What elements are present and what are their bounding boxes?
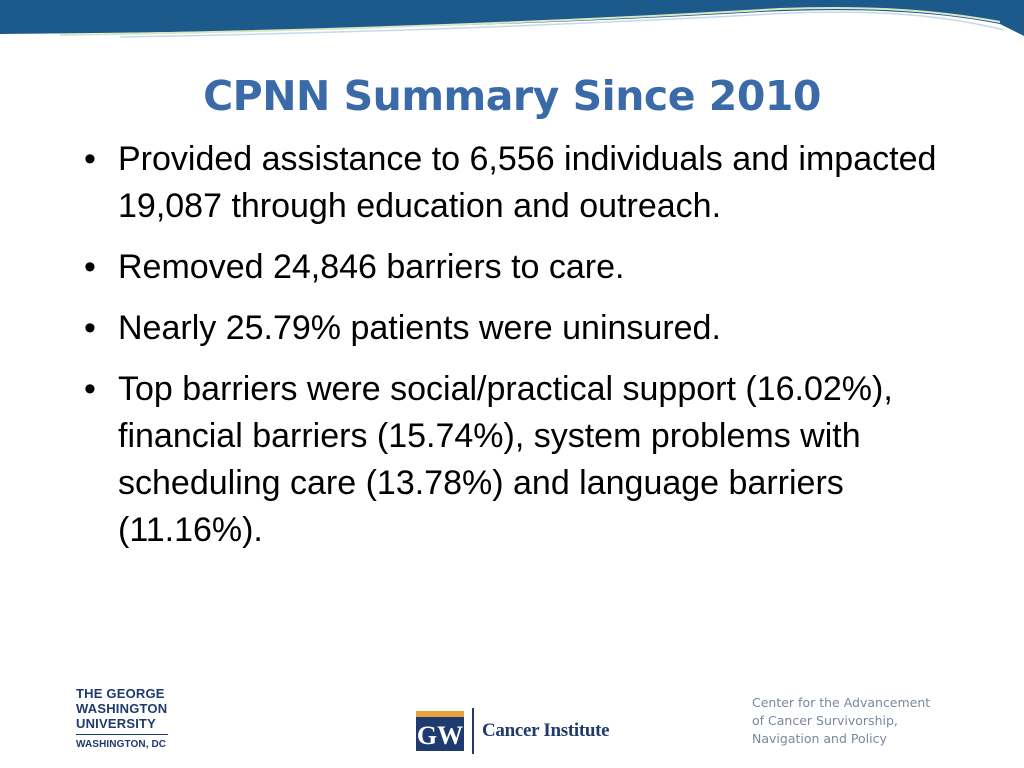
bullet-text: Removed 24,846 barriers to care. bbox=[118, 248, 625, 286]
gwu-logo-rule bbox=[76, 734, 168, 735]
center-name-line: of Cancer Survivorship, bbox=[752, 713, 898, 728]
gw-monogram-text: GW bbox=[417, 721, 463, 750]
bullet-item: • Nearly 25.79% patients were uninsured. bbox=[78, 305, 958, 352]
bullet-item: • Provided assistance to 6,556 individua… bbox=[78, 136, 958, 230]
bullet-text: Nearly 25.79% patients were uninsured. bbox=[118, 309, 721, 347]
cancer-institute-logo: GW Cancer Institute bbox=[416, 707, 610, 755]
center-name: Center for the Advancement of Cancer Sur… bbox=[752, 694, 992, 748]
top-banner bbox=[0, 0, 1024, 40]
bullet-item: • Removed 24,846 barriers to care. bbox=[78, 244, 958, 291]
cancer-institute-text: Cancer Institute bbox=[482, 720, 610, 741]
gwu-logo-line: WASHINGTON bbox=[76, 701, 168, 716]
logo-divider bbox=[472, 708, 474, 754]
bullet-text: Top barriers were social/practical suppo… bbox=[118, 370, 893, 549]
bullet-marker: • bbox=[84, 140, 96, 178]
bullet-item: • Top barriers were social/practical sup… bbox=[78, 366, 958, 554]
bullet-marker: • bbox=[84, 309, 96, 347]
gwu-logo-city: WASHINGTON, DC bbox=[76, 739, 167, 750]
slide-title: CPNN Summary Since 2010 bbox=[203, 72, 821, 120]
bullet-text: Provided assistance to 6,556 individuals… bbox=[118, 140, 937, 225]
bullet-list: • Provided assistance to 6,556 individua… bbox=[78, 136, 958, 568]
center-name-line: Navigation and Policy bbox=[752, 731, 887, 746]
bullet-marker: • bbox=[84, 248, 96, 286]
gwu-logo-line: UNIVERSITY bbox=[76, 716, 157, 731]
gw-monogram-icon: GW bbox=[416, 711, 464, 751]
bullet-marker: • bbox=[84, 370, 96, 408]
gwu-logo: THE GEORGE WASHINGTON UNIVERSITY WASHING… bbox=[76, 686, 176, 750]
gwu-logo-line: THE GEORGE bbox=[76, 686, 165, 701]
center-name-line: Center for the Advancement bbox=[752, 695, 931, 710]
